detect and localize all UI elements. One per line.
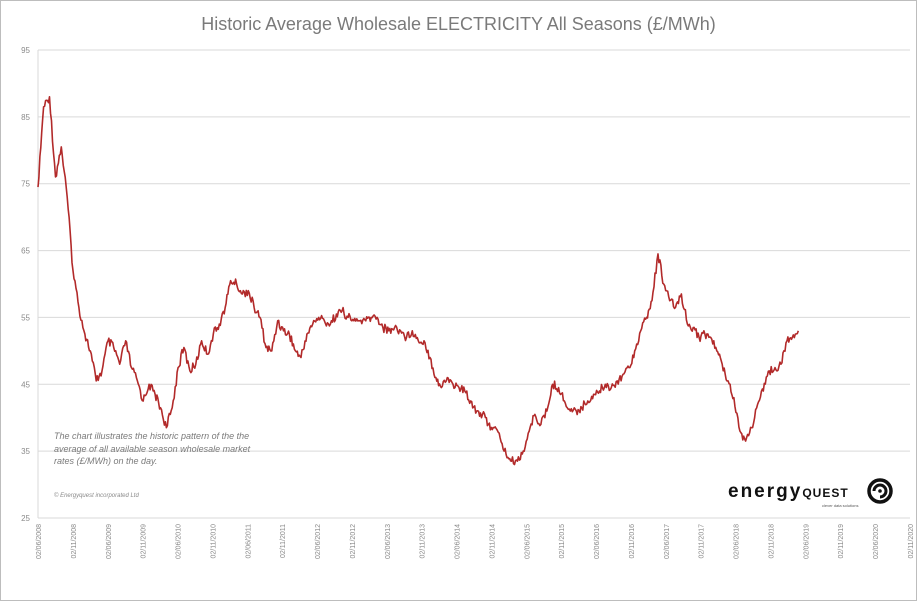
series-layer xyxy=(37,96,800,466)
x-tick-label: 02/11/2018 xyxy=(768,524,775,559)
logo-swirl-icon xyxy=(867,478,893,504)
x-tick-label: 02/06/2012 xyxy=(315,524,322,559)
x-tick-label: 02/06/2014 xyxy=(455,524,462,559)
x-tick-label: 02/11/2013 xyxy=(420,524,427,559)
grid-layer xyxy=(37,49,910,519)
x-tick-label: 02/06/2011 xyxy=(245,524,252,559)
x-tick-label: 02/11/2017 xyxy=(699,524,706,559)
y-tick-label: 45 xyxy=(21,380,30,389)
x-tick-label: 02/06/2015 xyxy=(524,524,531,559)
y-tick-label: 95 xyxy=(21,46,30,55)
x-tick-label: 02/11/2011 xyxy=(280,524,287,558)
logo-word-energy: energy xyxy=(728,481,803,502)
x-tick-label: 02/06/2008 xyxy=(36,524,43,559)
x-tick-label: 02/06/2010 xyxy=(176,524,183,559)
series-line-electricity xyxy=(37,96,800,466)
x-tick-label: 02/11/2014 xyxy=(489,524,496,559)
x-tick-label: 02/06/2020 xyxy=(873,524,880,559)
x-tick-label: 02/06/2009 xyxy=(106,524,113,559)
logo-wordmark: energyQUEST xyxy=(728,481,849,503)
x-tick-label: 02/06/2019 xyxy=(803,524,810,559)
y-tick-label: 55 xyxy=(21,313,30,322)
x-tick-label: 02/11/2012 xyxy=(350,524,357,559)
x-tick-label: 02/11/2016 xyxy=(629,524,636,559)
x-tick-label: 02/11/2020 xyxy=(908,524,915,559)
chart-note: The chart illustrates the historic patte… xyxy=(54,431,251,466)
copyright-note: © Energyquest incorporated Ltd xyxy=(54,493,139,499)
x-tick-label: 02/11/2010 xyxy=(210,524,217,559)
chart-title: Historic Average Wholesale ELECTRICITY A… xyxy=(201,14,716,34)
logo-word-quest: QUEST xyxy=(802,486,849,500)
x-tick-label: 02/11/2015 xyxy=(559,524,566,559)
x-tick-label: 02/06/2017 xyxy=(664,524,671,559)
x-tick-label: 02/06/2013 xyxy=(385,524,392,559)
x-tick-label: 02/11/2008 xyxy=(71,524,78,559)
x-tick-label: 02/11/2009 xyxy=(141,524,148,559)
y-tick-label: 75 xyxy=(21,180,30,189)
y-tick-label: 25 xyxy=(21,514,30,523)
x-tick-label: 02/11/2019 xyxy=(838,524,845,559)
x-tick-label: 02/06/2018 xyxy=(734,524,741,559)
y-tick-label: 85 xyxy=(21,113,30,122)
y-tick-label: 35 xyxy=(21,447,30,456)
y-tick-label: 65 xyxy=(21,247,30,256)
y-tick-labels: 95 85 75 65 55 45 35 25 xyxy=(21,46,30,523)
x-tick-labels: 02/06/2008 02/11/2008 02/06/2009 02/11/2009… xyxy=(36,524,915,559)
x-tick-label: 02/06/2016 xyxy=(594,524,601,559)
logo-tagline: clever data solutions xyxy=(822,503,859,508)
